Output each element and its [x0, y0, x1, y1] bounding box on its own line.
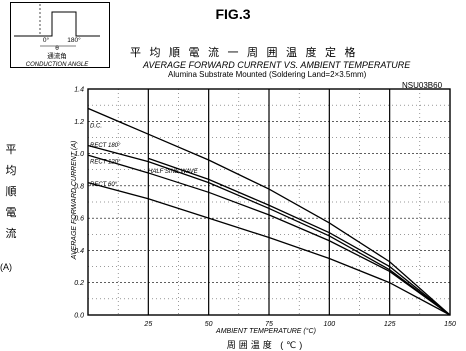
chart-title: AVERAGE FORWARD CURRENT VS. AMBIENT TEMP… — [143, 60, 411, 70]
waveform-line — [14, 11, 100, 37]
y-axis-unit: (A) — [0, 262, 12, 272]
series-label: RECT 180° — [90, 143, 121, 149]
y-tick-label: 0.2 — [74, 280, 84, 287]
series-line-d-c- — [87, 107, 451, 316]
y-axis-title-japanese: 平均順電流 — [5, 144, 17, 240]
chart-title-japanese: 平均順電流一周囲温度定格 — [130, 47, 364, 59]
y-tick-label: 1.4 — [74, 87, 84, 94]
figure-label: FIG.3 — [215, 6, 251, 22]
series-line-rect-120- — [87, 154, 451, 316]
part-number: NSU03B60 — [402, 81, 443, 90]
inset-label-conduction-angle: CONDUCTION ANGLE — [26, 62, 89, 68]
x-tick-label: 75 — [265, 321, 273, 328]
series-line-half-sine-wave — [148, 157, 451, 316]
y-axis-title: AVERAGE FORWARD CURRENT (A) — [71, 141, 78, 261]
conduction-angle-inset — [10, 2, 110, 68]
y-tick-label: 1.2 — [74, 119, 84, 126]
series-label: D.C. — [90, 124, 102, 130]
chart-axes — [87, 88, 451, 316]
chart-subtitle: Alumina Substrate Mounted (Soldering Lan… — [168, 70, 367, 79]
chart-series — [87, 107, 451, 316]
chart-grid — [88, 89, 450, 315]
plot-frame — [87, 88, 451, 316]
y-tick-label: 0.6 — [74, 216, 84, 223]
series-label: HALF SINE WAVE — [148, 169, 199, 175]
inset-label-180: 180° — [67, 36, 81, 44]
x-tick-label: 125 — [384, 321, 396, 328]
inset-label-japanese: 通流角 — [47, 51, 67, 60]
y-tick-label: 1.0 — [74, 151, 84, 158]
series-line-rect-60- — [87, 182, 451, 316]
y-tick-label: 0.4 — [74, 248, 84, 255]
x-axis-title-japanese: 周囲温度 (℃) — [226, 340, 306, 350]
x-tick-label: 25 — [143, 321, 152, 328]
x-tick-label: 100 — [323, 321, 335, 328]
inset-theta: θ — [55, 45, 59, 52]
x-tick-label: 150 — [444, 321, 456, 328]
y-tick-label: 0.0 — [74, 313, 84, 320]
x-axis-title: AMBIENT TEMPERATURE (°C) — [216, 328, 316, 335]
chart-series-labels: D.C. RECT 180° HALF SINE WAVE RECT 120° RECT… — [90, 124, 199, 188]
series-label: RECT 120° — [90, 159, 121, 165]
series-line-rect-180- — [87, 144, 451, 316]
inset-label-0: 0° — [43, 36, 50, 44]
y-tick-label: 0.8 — [74, 183, 84, 190]
x-tick-label: 50 — [205, 321, 213, 328]
series-label: RECT 60° — [90, 182, 118, 188]
chart-tick-labels: 0.0 0.2 0.4 0.6 0.8 1.0 1.2 1.4 25 50 75 100 125 150 — [74, 87, 456, 329]
